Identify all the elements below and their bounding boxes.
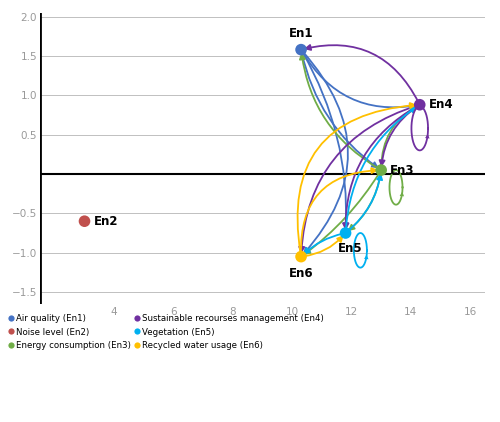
Text: En1: En1 (289, 27, 314, 40)
Point (377, 167, 385, 173)
Text: En6: En6 (289, 267, 314, 280)
Text: En5: En5 (338, 243, 362, 255)
Point (416, 101, 424, 108)
Point (342, 230, 349, 236)
Point (80, 218, 88, 225)
Text: En3: En3 (390, 164, 414, 176)
Point (297, 253, 305, 260)
Legend: Air quality (En1), Noise level (En2), Energy consumption (En3), Sustainable reco: Air quality (En1), Noise level (En2), En… (8, 314, 324, 350)
Text: En2: En2 (94, 215, 118, 228)
Point (297, 46, 305, 53)
Text: En4: En4 (428, 98, 454, 111)
